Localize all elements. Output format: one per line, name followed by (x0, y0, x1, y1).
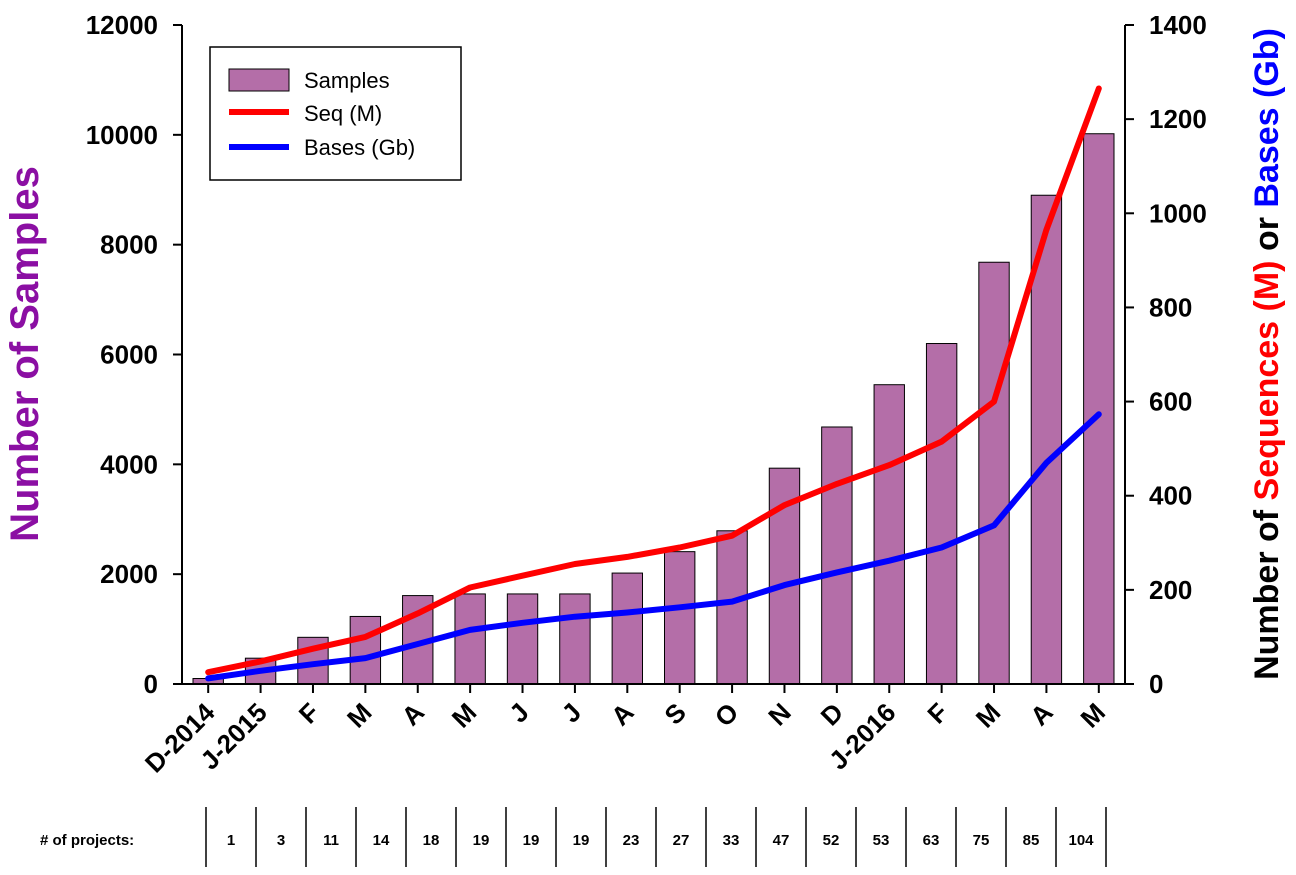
tick-label-x: N (762, 697, 796, 731)
tick-label-x: J (503, 697, 534, 728)
tick-label-left: 12000 (86, 10, 158, 40)
line-seq (205, 85, 1102, 676)
axis-titles: Number of Samples Number of Sequences (M)… (3, 28, 1286, 680)
bar-samples (506, 593, 539, 685)
legend: Samples Seq (M) Bases (Gb) (209, 46, 462, 181)
tick-label-left: 4000 (100, 449, 158, 479)
projects-count: 3 (277, 832, 285, 849)
tick-label-x: S (658, 697, 691, 730)
bar-samples (559, 593, 591, 685)
projects-table: # of projects: 1 3 11 14 18 19 19 19 23 27 33 47 52 5… (40, 807, 1107, 867)
bar-samples (1030, 194, 1063, 685)
tick-label-x: A (605, 697, 640, 732)
bar-samples (664, 551, 696, 685)
y-axis-title-right-part: or (1248, 208, 1286, 261)
projects-label: # of projects: (40, 832, 134, 849)
tick-label-x: F (293, 697, 325, 729)
bar-series-samples (192, 133, 1115, 685)
tick-label-x: D (815, 697, 849, 731)
bar-samples (454, 593, 486, 685)
projects-count: 75 (973, 832, 990, 849)
tick-label-left: 8000 (100, 230, 158, 260)
projects-count: 19 (473, 832, 490, 849)
tick-label-right: 1200 (1149, 104, 1207, 134)
axes (173, 24, 1134, 693)
y-axis-title-left: Number of Samples (3, 166, 47, 542)
tick-label-right: 600 (1149, 387, 1192, 417)
line-series (205, 85, 1102, 682)
y-axis-title-right-part: Number of (1248, 500, 1286, 679)
tick-label-right: 0 (1149, 669, 1163, 699)
projects-count: 47 (773, 832, 790, 849)
projects-count: 14 (373, 832, 390, 849)
y-axis-title-right-part: Bases (Gb) (1248, 28, 1286, 208)
legend-label-bases: Bases (Gb) (304, 135, 415, 160)
projects-count: 18 (423, 832, 440, 849)
bar-samples (716, 530, 748, 685)
projects-count: 63 (923, 832, 940, 849)
tick-label-right: 1400 (1149, 10, 1207, 40)
tick-label-x: M (1075, 697, 1112, 734)
y-axis-title-right-part: Sequences (M) (1248, 261, 1286, 501)
tick-label-right: 1000 (1149, 198, 1207, 228)
tick-label-x: M (341, 697, 378, 734)
projects-count: 27 (673, 832, 690, 849)
bar-samples (821, 426, 853, 685)
tick-label-x: M (446, 697, 483, 734)
projects-count: 52 (823, 832, 840, 849)
tick-label-right: 800 (1149, 292, 1192, 322)
tick-label-left: 10000 (86, 120, 158, 150)
projects-count: 104 (1068, 832, 1094, 849)
legend-swatch-samples (228, 68, 290, 92)
tick-label-x: A (1024, 697, 1059, 732)
projects-count: 85 (1023, 832, 1040, 849)
tick-label-left: 0 (144, 669, 158, 699)
bar-samples (925, 343, 958, 685)
bar-samples (873, 384, 905, 685)
projects-count: 53 (873, 832, 890, 849)
bar-samples (1083, 133, 1115, 685)
tick-label-left: 2000 (100, 559, 158, 589)
tick-label-x: A (395, 697, 430, 732)
tick-label-right: 400 (1149, 481, 1192, 511)
bar-samples (349, 615, 382, 685)
projects-count: 11 (323, 832, 339, 849)
projects-count: 19 (523, 832, 540, 849)
legend-label-samples: Samples (304, 68, 390, 93)
line-bases (205, 411, 1102, 682)
projects-count: 19 (573, 832, 590, 849)
y-axis-title-right: Number of Sequences (M) or Bases (Gb) (1248, 28, 1286, 680)
tick-label-left: 6000 (100, 340, 158, 370)
bar-samples (978, 261, 1010, 685)
projects-count: 23 (623, 832, 640, 849)
tick-label-x: M (970, 697, 1007, 734)
tick-label-x: F (921, 697, 953, 729)
tick-label-x: O (709, 697, 745, 733)
legend-label-seq: Seq (M) (304, 101, 382, 126)
bar-samples (611, 572, 643, 685)
tick-label-x: J (556, 697, 587, 728)
tick-label-right: 200 (1149, 575, 1192, 605)
projects-count: 33 (723, 832, 740, 849)
projects-count: 1 (227, 832, 235, 849)
